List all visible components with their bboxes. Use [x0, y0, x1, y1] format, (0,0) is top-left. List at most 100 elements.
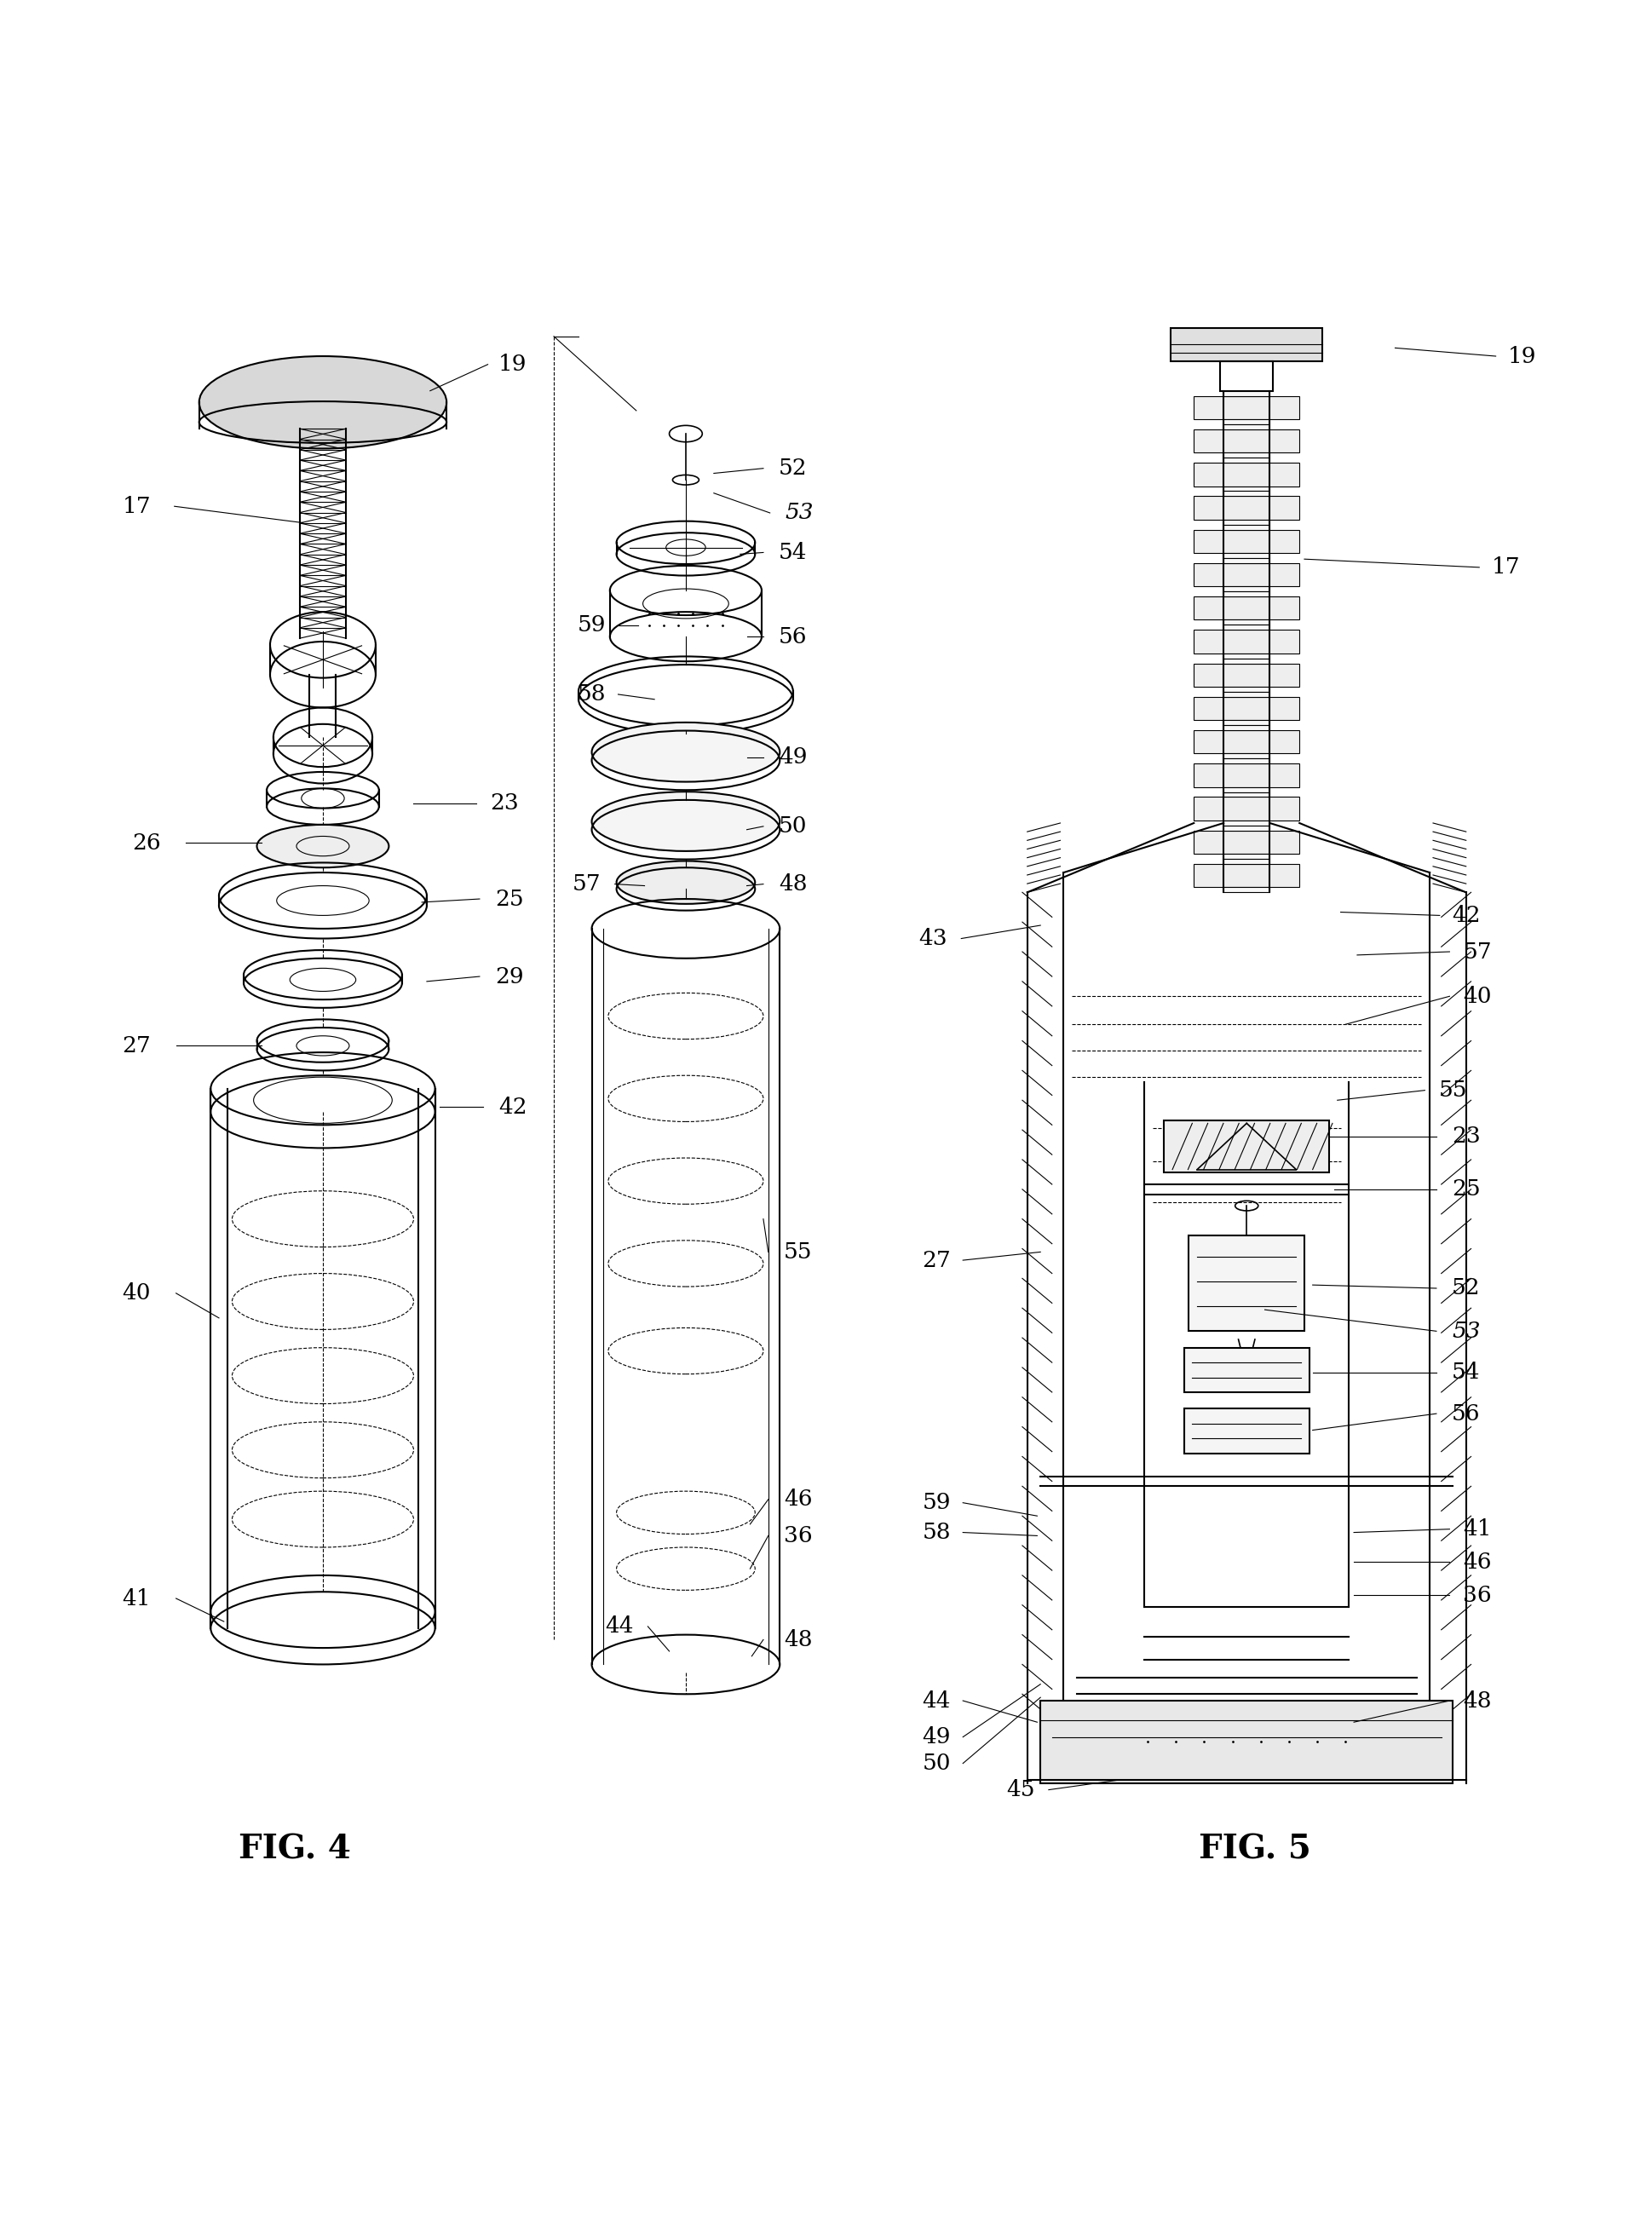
Bar [1194, 529, 1300, 553]
Text: 58: 58 [578, 683, 606, 706]
Text: 46: 46 [783, 1490, 813, 1510]
Text: 54: 54 [1452, 1362, 1480, 1382]
Bar [1224, 688, 1270, 692]
Bar [1224, 520, 1270, 524]
Text: FIG. 5: FIG. 5 [1199, 1832, 1312, 1866]
Bar [1224, 786, 1270, 793]
Ellipse shape [200, 356, 446, 448]
Text: 42: 42 [499, 1095, 527, 1118]
Bar [1224, 887, 1270, 892]
Text: 48: 48 [783, 1628, 813, 1651]
Text: 53: 53 [1452, 1322, 1480, 1342]
Text: 55: 55 [783, 1241, 813, 1263]
Bar [1224, 620, 1270, 625]
Text: 43: 43 [919, 927, 948, 950]
Bar [1224, 858, 1270, 865]
Bar [1224, 423, 1270, 430]
Bar [1224, 759, 1270, 764]
Text: 17: 17 [122, 495, 150, 517]
Bar [1224, 659, 1270, 663]
Text: 48: 48 [1464, 1689, 1492, 1711]
Text: 56: 56 [778, 625, 808, 647]
Bar [1194, 865, 1300, 887]
Text: 48: 48 [778, 874, 808, 894]
Bar [1224, 820, 1270, 827]
Bar [1224, 654, 1270, 659]
Bar [1224, 390, 1270, 396]
Text: 42: 42 [1452, 905, 1480, 925]
Bar [1194, 464, 1300, 486]
Text: FIG. 4: FIG. 4 [238, 1832, 350, 1866]
Text: 50: 50 [922, 1752, 952, 1774]
Text: 57: 57 [1464, 941, 1492, 963]
Bar [1194, 697, 1300, 719]
Text: 55: 55 [1439, 1080, 1467, 1100]
Text: 27: 27 [122, 1035, 150, 1057]
Text: 29: 29 [496, 965, 524, 988]
Ellipse shape [591, 724, 780, 782]
Bar [1224, 827, 1270, 831]
Bar [1194, 596, 1300, 620]
Bar [1194, 730, 1300, 753]
Bar [1189, 1236, 1305, 1331]
Bar [1224, 419, 1270, 423]
Text: 41: 41 [1464, 1519, 1492, 1539]
Ellipse shape [591, 791, 780, 851]
Text: 23: 23 [491, 793, 519, 813]
Text: 49: 49 [778, 746, 808, 768]
Bar [1224, 457, 1270, 464]
Text: 40: 40 [1464, 986, 1492, 1008]
Bar [1224, 486, 1270, 491]
Bar [1194, 663, 1300, 688]
Text: 25: 25 [1452, 1178, 1480, 1201]
Text: 44: 44 [922, 1689, 952, 1711]
Bar [1194, 764, 1300, 786]
Text: 59: 59 [578, 614, 606, 636]
Text: 52: 52 [1452, 1277, 1480, 1299]
Bar [1224, 524, 1270, 529]
Ellipse shape [616, 860, 755, 905]
Bar [1194, 797, 1300, 820]
Text: 46: 46 [1464, 1552, 1492, 1572]
Text: 26: 26 [132, 833, 160, 853]
Text: 36: 36 [1464, 1584, 1492, 1606]
Text: 41: 41 [122, 1588, 150, 1608]
Bar [1171, 327, 1323, 361]
Bar [1194, 396, 1300, 419]
Text: 23: 23 [1452, 1127, 1480, 1147]
Text: 19: 19 [499, 354, 527, 374]
Bar [1224, 553, 1270, 558]
Bar [1224, 591, 1270, 596]
Bar [1224, 853, 1270, 858]
Text: 19: 19 [1508, 345, 1536, 367]
Bar [1224, 753, 1270, 759]
Bar [1224, 726, 1270, 730]
Bar [1165, 1120, 1330, 1174]
Bar [1224, 491, 1270, 495]
Bar [1224, 793, 1270, 797]
Bar [1194, 495, 1300, 520]
Bar [1194, 430, 1300, 452]
Text: 44: 44 [606, 1615, 634, 1637]
Bar [1041, 1700, 1452, 1783]
Text: 17: 17 [1492, 558, 1520, 578]
Text: 49: 49 [922, 1727, 952, 1747]
Text: 56: 56 [1452, 1402, 1480, 1425]
Bar [1184, 1409, 1310, 1454]
Text: 52: 52 [778, 457, 808, 479]
Ellipse shape [256, 824, 388, 867]
Bar [1224, 452, 1270, 457]
Text: 36: 36 [783, 1525, 813, 1546]
Bar [1221, 361, 1274, 390]
Bar [1224, 558, 1270, 562]
Text: 50: 50 [778, 815, 808, 838]
Text: 58: 58 [922, 1521, 952, 1543]
Text: 45: 45 [1006, 1779, 1034, 1801]
Bar [1224, 625, 1270, 629]
Text: 59: 59 [922, 1492, 952, 1514]
Text: 53: 53 [785, 502, 814, 524]
Bar [1194, 629, 1300, 654]
Bar [1224, 587, 1270, 591]
Text: 57: 57 [573, 874, 601, 894]
Text: 40: 40 [122, 1284, 150, 1304]
